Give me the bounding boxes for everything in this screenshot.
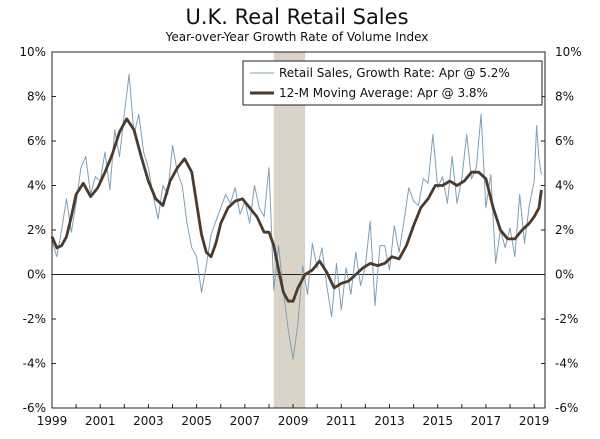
recession-band xyxy=(273,52,306,408)
y-tick-label-right: -4% xyxy=(555,357,578,371)
y-tick-label-left: 8% xyxy=(27,90,46,104)
x-tick-label: 2001 xyxy=(85,414,116,428)
y-tick-label-right: -6% xyxy=(555,401,578,415)
ticks-layer: 10% 10% 8% 8% 6% 6% 4% 4% 2% 2% 0% 0% -2% -2% -4% -4% -6… xyxy=(19,45,581,428)
x-tick-label: 2019 xyxy=(519,414,550,428)
x-tick-label: 2017 xyxy=(471,414,502,428)
y-tick-label-left: 10% xyxy=(19,45,46,59)
legend: Retail Sales, Growth Rate: Apr @ 5.2% 12… xyxy=(242,60,543,106)
x-tick-label: 2009 xyxy=(278,414,309,428)
y-tick-label-left: 6% xyxy=(27,134,46,148)
y-tick-label-right: 10% xyxy=(555,45,582,59)
series-layer xyxy=(50,73,543,360)
chart-subtitle: Year-over-Year Growth Rate of Volume Ind… xyxy=(165,30,429,44)
x-tick-label: 2005 xyxy=(181,414,212,428)
x-tick-label: 2003 xyxy=(133,414,164,428)
y-tick-label-left: -4% xyxy=(23,357,46,371)
y-tick-label-right: 8% xyxy=(555,90,574,104)
legend-label-moving-average: 12-M Moving Average: Apr @ 3.8% xyxy=(279,86,488,100)
y-tick-label-left: 4% xyxy=(27,179,46,193)
y-tick-label-right: 2% xyxy=(555,223,574,237)
chart-title: U.K. Real Retail Sales xyxy=(185,5,408,29)
y-tick-label-right: 4% xyxy=(555,179,574,193)
x-tick-label: 2011 xyxy=(326,414,357,428)
x-tick-label: 2013 xyxy=(374,414,405,428)
y-tick-label-left: 0% xyxy=(27,268,46,282)
y-tick-label-left: -2% xyxy=(23,312,46,326)
legend-label-retail-sales: Retail Sales, Growth Rate: Apr @ 5.2% xyxy=(279,66,510,80)
x-tick-label: 1999 xyxy=(37,414,68,428)
y-tick-label-left: 2% xyxy=(27,223,46,237)
y-tick-label-right: 0% xyxy=(555,268,574,282)
legend-box xyxy=(242,60,543,106)
series-line-moving-average xyxy=(50,117,543,303)
y-tick-label-left: -6% xyxy=(23,401,46,415)
y-tick-label-right: 6% xyxy=(555,134,574,148)
x-tick-label: 2007 xyxy=(230,414,261,428)
plot-frame xyxy=(51,51,546,409)
y-tick-label-right: -2% xyxy=(555,312,578,326)
x-tick-label: 2015 xyxy=(422,414,453,428)
